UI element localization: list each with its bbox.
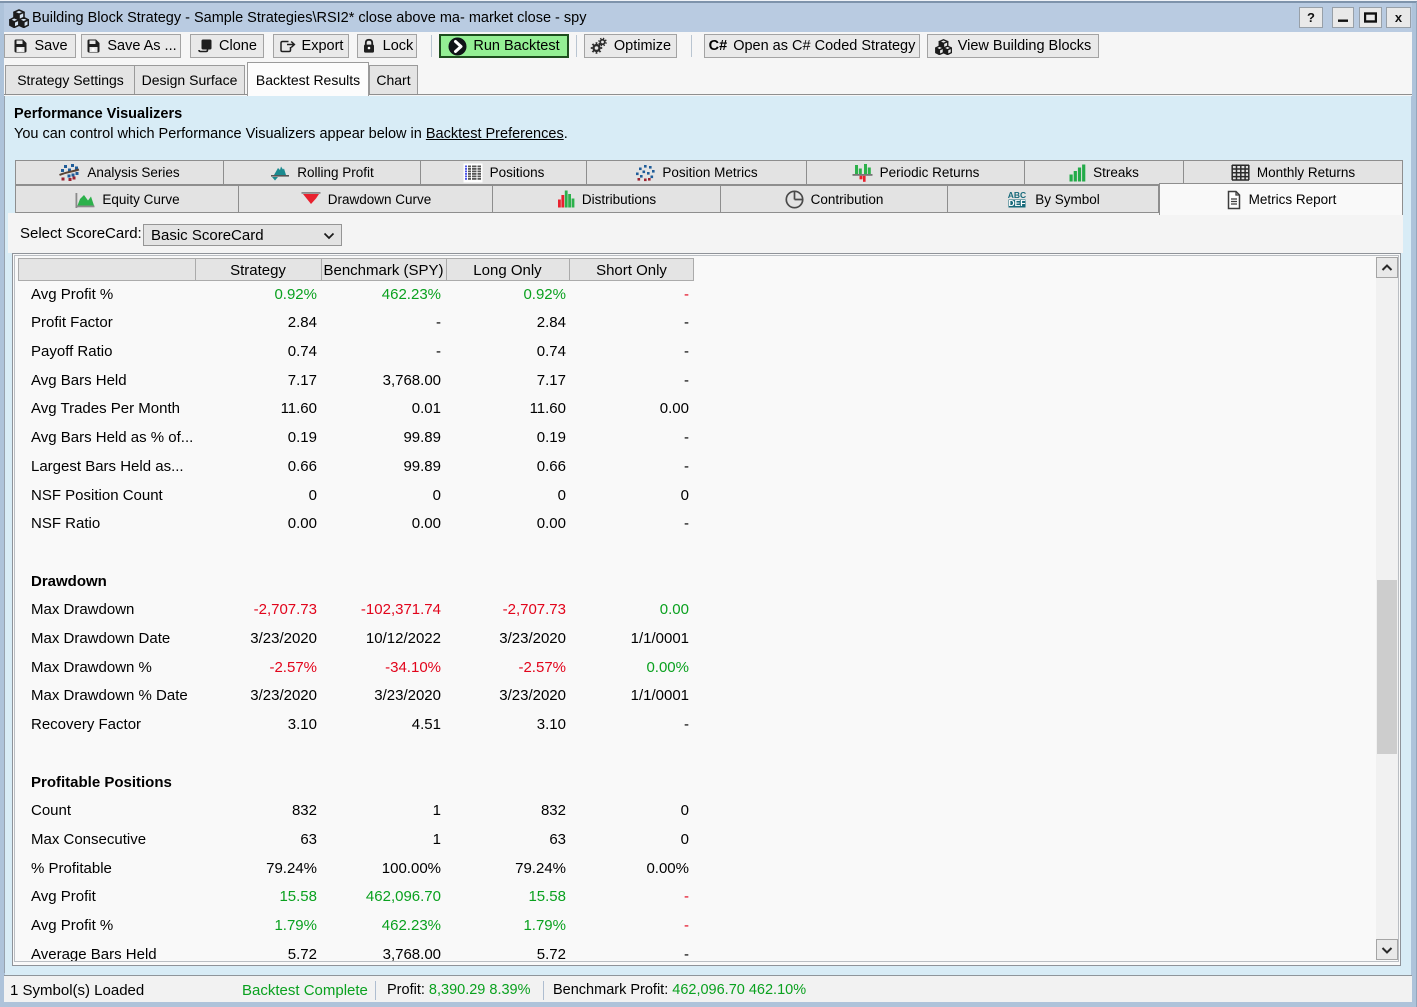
svg-text:DEF: DEF <box>1009 198 1026 208</box>
svg-text:ABC: ABC <box>1008 190 1026 200</box>
